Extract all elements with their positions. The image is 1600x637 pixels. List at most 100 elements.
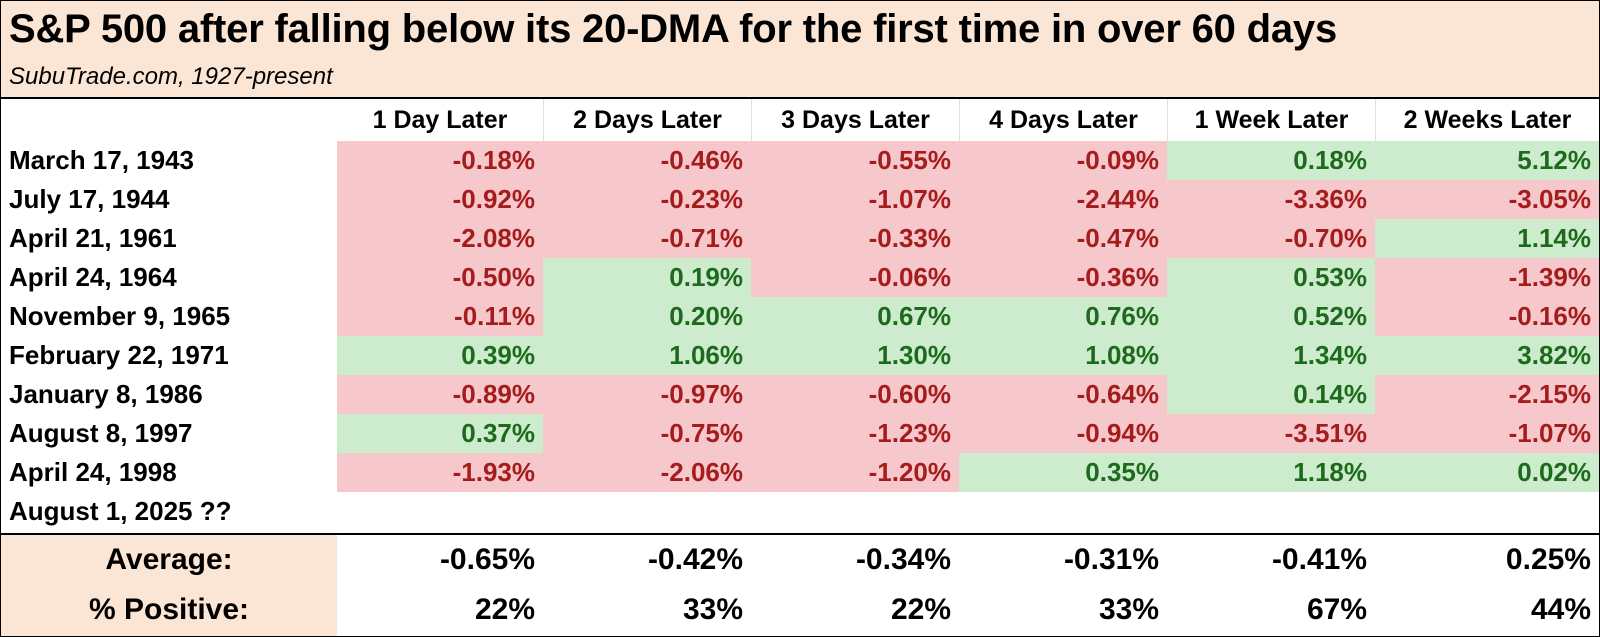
row-date-label: March 17, 1943	[9, 145, 195, 175]
row-date-label: August 1, 2025 ??	[9, 496, 232, 526]
page-subtitle: SubuTrade.com, 1927-present	[9, 63, 333, 90]
table-cell: 0.18%	[1167, 141, 1375, 180]
table-cell: -2.15%	[1375, 375, 1599, 414]
table-cell: -1.39%	[1375, 258, 1599, 297]
column-header: 2 Days Later	[543, 99, 751, 141]
column-header: 4 Days Later	[959, 99, 1167, 141]
summary-cell: 33%	[682, 593, 743, 626]
table-cell: -2.08%	[337, 219, 543, 258]
table-row: November 9, 1965 -0.11% 0.20% 0.67% 0.76% 0.5…	[1, 297, 1599, 336]
summary-row: Average: -0.65% -0.42% -0.34% -0.31% -0.41% 0.…	[1, 535, 1599, 585]
summary-label: Average:	[105, 543, 233, 576]
table-cell: -0.06%	[751, 258, 959, 297]
title-banner: S&P 500 after falling below its 20-DMA f…	[1, 1, 1599, 99]
row-date-label: April 24, 1964	[9, 262, 177, 292]
table-cell	[959, 492, 1167, 531]
table-cell: 0.67%	[751, 297, 959, 336]
table-row: August 8, 1997 0.37% -0.75% -1.23% -0.94% -3.…	[1, 414, 1599, 453]
table-cell: 0.20%	[543, 297, 751, 336]
table-cell: -0.33%	[751, 219, 959, 258]
table-cell	[543, 492, 751, 531]
column-header: 3 Days Later	[751, 99, 959, 141]
table-cell	[1167, 492, 1375, 531]
summary-cell: 44%	[1530, 593, 1591, 626]
table-cell: -0.94%	[959, 414, 1167, 453]
table-cell: -0.47%	[959, 219, 1167, 258]
table-cell: -1.93%	[337, 453, 543, 492]
table-cell: -0.64%	[959, 375, 1167, 414]
row-date-label: November 9, 1965	[9, 301, 231, 331]
table-cell: 0.39%	[337, 336, 543, 375]
table-cell: -0.36%	[959, 258, 1167, 297]
summary-cell: -0.42%	[647, 543, 743, 576]
table-cell: -1.20%	[751, 453, 959, 492]
summary-cell: 22%	[474, 593, 535, 626]
summary-cell: 0.25%	[1505, 543, 1591, 576]
table-cell: 0.76%	[959, 297, 1167, 336]
table-row: January 8, 1986 -0.89% -0.97% -0.60% -0.64% 0…	[1, 375, 1599, 414]
summary-section: Average: -0.65% -0.42% -0.34% -0.31% -0.41% 0.…	[1, 535, 1599, 636]
summary-label-background	[1, 535, 337, 636]
summary-cell: 67%	[1306, 593, 1367, 626]
table-cell	[1375, 492, 1599, 531]
summary-cell: -0.34%	[855, 543, 951, 576]
table-cell: 1.14%	[1375, 219, 1599, 258]
column-header: 1 Week Later	[1167, 99, 1375, 141]
summary-cell: 22%	[890, 593, 951, 626]
summary-cell: -0.31%	[1063, 543, 1159, 576]
table-cell: -1.07%	[1375, 414, 1599, 453]
summary-cell: -0.41%	[1271, 543, 1367, 576]
table-cell: 0.53%	[1167, 258, 1375, 297]
table-cell: -3.36%	[1167, 180, 1375, 219]
table-cell: 0.35%	[959, 453, 1167, 492]
table-cell: -0.50%	[337, 258, 543, 297]
table-cell: -0.23%	[543, 180, 751, 219]
row-date-label: August 8, 1997	[9, 418, 193, 448]
column-header: 2 Weeks Later	[1375, 99, 1599, 141]
table-cell: 1.08%	[959, 336, 1167, 375]
row-date-label: July 17, 1944	[9, 184, 170, 214]
table-cell: 1.18%	[1167, 453, 1375, 492]
column-header: 1 Day Later	[372, 105, 508, 134]
table-row: April 21, 1961 -2.08% -0.71% -0.33% -0.47% -0…	[1, 219, 1599, 258]
table-row: April 24, 1964 -0.50% 0.19% -0.06% -0.36% 0.5…	[1, 258, 1599, 297]
table-cell: -0.97%	[543, 375, 751, 414]
table-cell: 1.30%	[751, 336, 959, 375]
table-cell: 1.06%	[543, 336, 751, 375]
table-cell: 0.02%	[1375, 453, 1599, 492]
table-cell: -1.07%	[751, 180, 959, 219]
table-cell: -0.18%	[337, 141, 543, 180]
table-row: April 24, 1998 -1.93% -2.06% -1.20% 0.35% 1.1…	[1, 453, 1599, 492]
row-date-label: April 24, 1998	[9, 457, 177, 487]
table-cell: -3.51%	[1167, 414, 1375, 453]
row-date-label: April 21, 1961	[9, 223, 177, 253]
table-cell: -0.70%	[1167, 219, 1375, 258]
table-cell: -0.16%	[1375, 297, 1599, 336]
summary-cell: -0.65%	[439, 543, 535, 576]
table-cell: 5.12%	[1375, 141, 1599, 180]
row-date-label: February 22, 1971	[9, 340, 229, 370]
table-cell: -0.71%	[543, 219, 751, 258]
table-cell: 3.82%	[1375, 336, 1599, 375]
table-cell: -0.09%	[959, 141, 1167, 180]
table-cell: -2.06%	[543, 453, 751, 492]
table-row: February 22, 1971 0.39% 1.06% 1.30% 1.08% 1.3…	[1, 336, 1599, 375]
table-cell: -1.23%	[751, 414, 959, 453]
summary-divider	[1, 533, 1599, 535]
row-date-label: January 8, 1986	[9, 379, 203, 409]
table-cell: 0.37%	[337, 414, 543, 453]
summary-row: % Positive: 22% 33% 22% 33% 67% 44%	[1, 585, 1599, 635]
table-cell: -0.60%	[751, 375, 959, 414]
table-cell: -0.92%	[337, 180, 543, 219]
table-cell	[337, 492, 543, 531]
table-cell: 0.52%	[1167, 297, 1375, 336]
table-cell: -0.46%	[543, 141, 751, 180]
page-title: S&P 500 after falling below its 20-DMA f…	[9, 7, 1337, 51]
table-row: July 17, 1944 -0.92% -0.23% -1.07% -2.44% -3.…	[1, 180, 1599, 219]
table-row: March 17, 1943 -0.18% -0.46% -0.55% -0.09% 0.…	[1, 141, 1599, 180]
column-headers: 1 Day Later 2 Days Later 3 Days Later 4 Day…	[1, 99, 1599, 141]
table-cell: 0.19%	[543, 258, 751, 297]
table-cell: 1.34%	[1167, 336, 1375, 375]
table-cell: -0.55%	[751, 141, 959, 180]
